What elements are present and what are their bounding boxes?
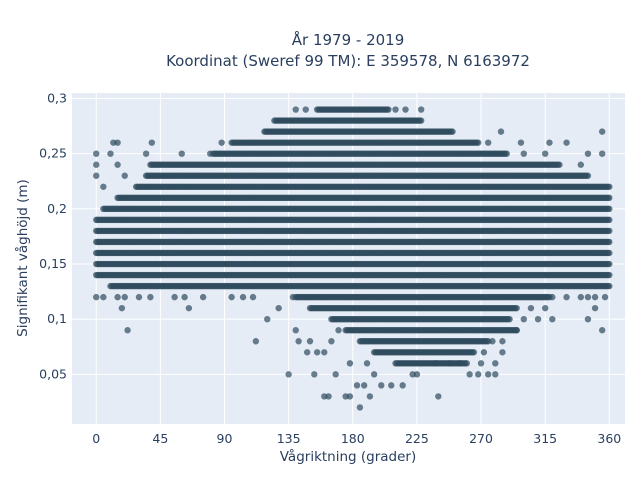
scatter-point	[606, 194, 613, 202]
scatter-point	[606, 238, 613, 246]
plot-area	[72, 93, 625, 424]
scatter-point	[606, 271, 613, 279]
scatter-point	[606, 216, 613, 224]
scatter-point	[385, 106, 392, 113]
data-points	[93, 106, 613, 411]
scatter-point	[606, 183, 613, 190]
scatter-point	[584, 172, 592, 179]
scatter-point	[474, 139, 482, 146]
scatter-point	[449, 128, 456, 135]
scatter-point	[606, 227, 613, 235]
scatter-point	[606, 282, 613, 290]
scatter-point	[606, 249, 613, 257]
scatter-point	[606, 205, 613, 213]
scatter-point	[556, 161, 563, 168]
scatter-point	[503, 150, 510, 157]
scatter-point	[606, 260, 613, 268]
scatter-point	[417, 117, 425, 124]
